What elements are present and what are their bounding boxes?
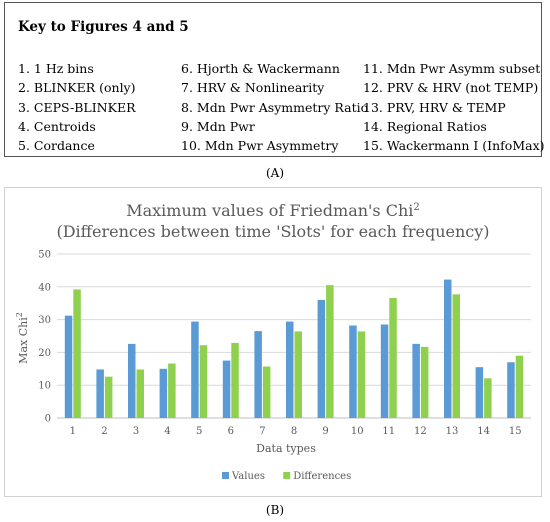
- bar-values-9: [317, 299, 326, 418]
- bar-values-12: [412, 343, 420, 418]
- bar-values-2: [96, 369, 104, 418]
- bar-differences-3: [136, 369, 144, 418]
- x-tick-labels: 1 2 3 4 5 6 7 8 9 10 11 12 13 14 15: [70, 426, 522, 437]
- bar-differences-7: [262, 366, 271, 418]
- bar-values-7: [254, 331, 262, 418]
- x-tick-label: 5: [196, 426, 202, 437]
- y-tick-labels: 0 10 20 30 40 50: [38, 250, 51, 425]
- key-item: 2. BLINKER (only): [18, 80, 136, 96]
- x-tick-label: 13: [446, 426, 459, 437]
- key-item: 13. PRV, HRV & TEMP: [363, 99, 506, 115]
- y-tick-label: 30: [38, 315, 51, 326]
- bar-values-11: [380, 324, 389, 418]
- key-column-1: 1. 1 Hz bins 2. BLINKER (only) 3. CEPS-B…: [18, 59, 136, 155]
- key-item: 1. 1 Hz bins: [18, 61, 94, 76]
- bar-values-10: [349, 325, 357, 418]
- key-item: 8. Mdn Pwr Asymmetry Ratio: [181, 99, 369, 115]
- bar-differences-14: [484, 378, 492, 418]
- bar-values-15: [507, 362, 515, 418]
- x-tick-label: 8: [291, 426, 297, 437]
- bar-values-6: [222, 360, 231, 418]
- chart-title-line-2: (Differences between time 'Slots' for ea…: [56, 222, 489, 241]
- x-tick-label: 6: [228, 426, 234, 437]
- gridlines: [57, 253, 531, 419]
- key-item: 7. HRV & Nonlinearity: [181, 80, 325, 96]
- legend-label-differences: Differences: [293, 471, 351, 482]
- bar-differences-13: [452, 294, 460, 418]
- legend-swatch-differences: [283, 472, 291, 479]
- key-item: 4. Centroids: [18, 118, 96, 134]
- x-tick-label: 1: [70, 426, 76, 437]
- bar-differences-5: [199, 345, 208, 418]
- bar-differences-1: [73, 289, 81, 418]
- bar-values-1: [64, 315, 73, 418]
- y-tick-label: 40: [38, 282, 51, 293]
- bar-differences-9: [326, 285, 334, 418]
- bar-differences-12: [420, 346, 429, 418]
- bar-values-14: [475, 367, 484, 418]
- bar-differences-8: [294, 331, 302, 418]
- x-tick-label: 3: [133, 426, 139, 437]
- x-tick-label: 12: [414, 426, 427, 437]
- bar-values-3: [128, 343, 136, 418]
- bar-values-13: [444, 279, 452, 418]
- chart-container: Maximum values of Friedman's Chi2 (Diffe…: [4, 187, 542, 497]
- bar-differences-4: [168, 363, 176, 418]
- legend: Values Differences: [222, 471, 351, 482]
- key-item: 6. Hjorth & Wackermann: [181, 61, 340, 76]
- x-tick-label: 15: [509, 426, 522, 437]
- y-tick-label: 0: [45, 414, 51, 425]
- bar-values-8: [286, 321, 294, 418]
- legend-swatch-values: [222, 472, 229, 479]
- x-tick-label: 11: [382, 426, 395, 437]
- y-tick-label: 20: [38, 348, 51, 359]
- x-tick-label: 7: [259, 426, 265, 437]
- bar-chart: Maximum values of Friedman's Chi2 (Diffe…: [15, 201, 531, 482]
- y-tick-label: 10: [38, 381, 51, 392]
- bar-differences-2: [104, 376, 113, 418]
- panel-label-a: (A): [265, 166, 285, 180]
- bar-differences-15: [515, 355, 524, 418]
- chart-title-line-1: Maximum values of Friedman's Chi2: [126, 201, 420, 220]
- key-item: 12. PRV & HRV (not TEMP): [363, 80, 539, 96]
- key-column-3: 11. Mdn Pwr Asymm subset 12. PRV & HRV (…: [363, 59, 545, 155]
- key-item: 11. Mdn Pwr Asymm subset: [363, 61, 541, 76]
- x-tick-label: 14: [477, 426, 490, 437]
- x-tick-label: 10: [351, 426, 364, 437]
- key-item: 3. CEPS-BLINKER: [18, 99, 136, 115]
- bar-differences-11: [389, 297, 397, 418]
- x-tick-label: 2: [101, 426, 107, 437]
- key-item: 15. Wackermann I (InfoMax): [363, 138, 545, 154]
- y-axis-label: Max Chi2: [15, 312, 30, 364]
- panel-label-b: (B): [265, 503, 285, 517]
- figure-key-box: Key to Figures 4 and 5 1. 1 Hz bins 2. B…: [4, 2, 545, 157]
- x-axis-label: Data types: [256, 442, 316, 455]
- x-tick-label: 9: [322, 426, 328, 437]
- key-item: 5. Cordance: [18, 138, 95, 154]
- bar-differences-10: [357, 331, 366, 418]
- key-item: 14. Regional Ratios: [363, 118, 487, 134]
- bar-differences-6: [231, 342, 239, 418]
- x-tick-label: 4: [164, 426, 170, 437]
- key-title: Key to Figures 4 and 5: [18, 19, 189, 35]
- bar-values-4: [159, 368, 168, 418]
- legend-label-values: Values: [231, 471, 265, 482]
- key-item: 10. Mdn Pwr Asymmetry: [181, 138, 339, 154]
- bars: [64, 279, 524, 418]
- bar-values-5: [191, 321, 199, 418]
- key-column-2: 6. Hjorth & Wackermann 7. HRV & Nonlinea…: [181, 59, 368, 155]
- y-tick-label: 50: [38, 250, 51, 261]
- key-item: 9. Mdn Pwr: [181, 118, 255, 134]
